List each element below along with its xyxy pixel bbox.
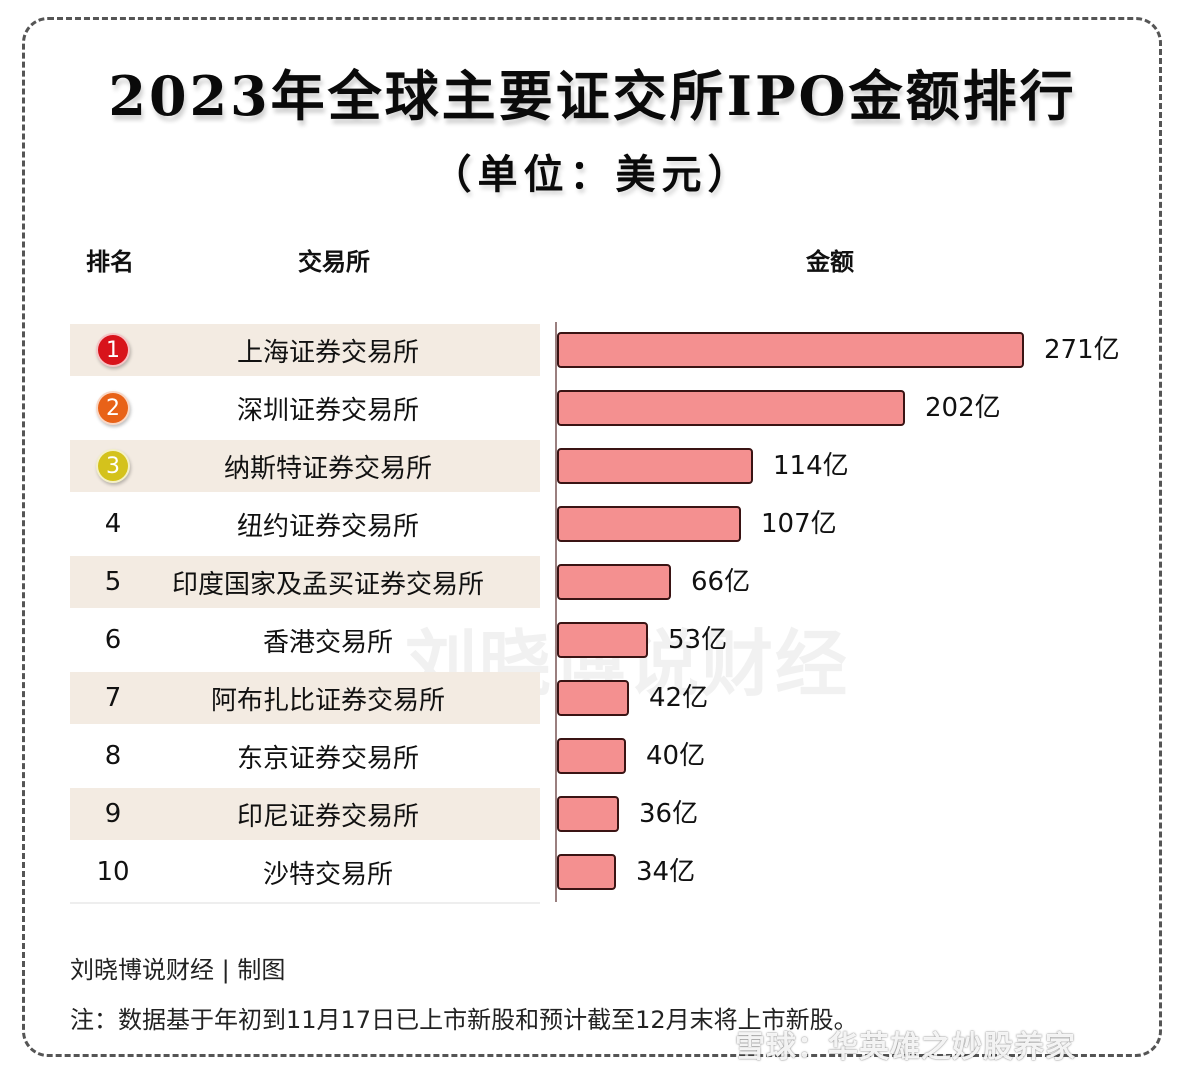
bar-value-label: 107亿 (761, 509, 837, 539)
exchange-name: 印度国家及孟买证券交易所 (171, 569, 484, 600)
bar-value-label: 34亿 (636, 857, 696, 887)
table-row: 10 沙特交易所 (70, 846, 540, 898)
table-row: 8 东京证券交易所 (70, 730, 540, 782)
exchange-name: 纽约证券交易所 (236, 511, 419, 542)
bar (557, 390, 905, 426)
rank-cell: 10 (92, 846, 134, 898)
chart-credit: 刘晓博说财经 | 制图 (70, 956, 286, 984)
table-row: 5 印度国家及孟买证券交易所 (70, 556, 540, 608)
table-bottom-divider (70, 902, 540, 904)
medal-badge-icon: 1 (96, 333, 130, 367)
rank-number: 9 (104, 799, 122, 829)
bar (557, 332, 1024, 368)
bar-value-label: 40亿 (646, 741, 706, 771)
exchange-name: 香港交易所 (262, 627, 393, 658)
rank-cell: 2 (92, 382, 134, 434)
bar (557, 680, 629, 716)
header-amount: 金额 (806, 248, 854, 276)
exchange-name: 沙特交易所 (262, 859, 393, 890)
exchange-name: 东京证券交易所 (236, 743, 419, 774)
header-exchange: 交易所 (298, 248, 370, 276)
rank-cell: 9 (92, 788, 134, 840)
rank-number: 8 (104, 741, 122, 771)
rank-cell: 7 (92, 672, 134, 724)
chart-title: 2023年全球主要证交所IPO金额排行 (108, 64, 1077, 128)
chart-subtitle: （单位：美元） (431, 151, 754, 198)
rank-number: 10 (96, 857, 130, 887)
table-row: 9 印尼证券交易所 (70, 788, 540, 840)
bar (557, 448, 753, 484)
table-row: 6 香港交易所 (70, 614, 540, 666)
bar-value-label: 202亿 (925, 393, 1001, 423)
medal-badge-icon: 3 (96, 449, 130, 483)
rank-cell: 5 (92, 556, 134, 608)
bar (557, 506, 741, 542)
bar-value-label: 53亿 (668, 625, 728, 655)
rank-cell: 1 (92, 324, 134, 376)
exchange-name: 印尼证券交易所 (236, 801, 419, 832)
rank-cell: 4 (92, 498, 134, 550)
table-row: 4 纽约证券交易所 (70, 498, 540, 550)
table-row: 1 上海证券交易所 (70, 324, 540, 376)
rank-number: 7 (104, 683, 122, 713)
rank-number: 4 (104, 509, 122, 539)
table-row: 3 纳斯特证券交易所 (70, 440, 540, 492)
exchange-name: 深圳证券交易所 (236, 395, 419, 426)
medal-badge-icon: 2 (96, 391, 130, 425)
bar-axis-line (555, 322, 557, 902)
bar-value-label: 36亿 (639, 799, 699, 829)
table-row: 2 深圳证券交易所 (70, 382, 540, 434)
exchange-name: 阿布扎比证券交易所 (210, 685, 445, 716)
bar (557, 796, 619, 832)
exchange-name: 上海证券交易所 (236, 337, 419, 368)
exchange-name: 纳斯特证券交易所 (223, 453, 432, 484)
bar-value-label: 66亿 (691, 567, 751, 597)
data-note: 注：数据基于年初到11月17日已上市新股和预计截至12月末将上市新股。 (70, 1006, 858, 1034)
bar (557, 738, 626, 774)
rank-cell: 6 (92, 614, 134, 666)
bar-value-label: 42亿 (649, 683, 709, 713)
bar-value-label: 271亿 (1044, 335, 1120, 365)
bar-value-label: 114亿 (773, 451, 849, 481)
dashed-frame (22, 17, 1162, 1057)
rank-cell: 8 (92, 730, 134, 782)
bar (557, 622, 648, 658)
platform-watermark: 雪球：华英雄之妙股养家 (735, 1030, 1076, 1065)
bar (557, 564, 671, 600)
rank-number: 5 (104, 567, 122, 597)
rank-cell: 3 (92, 440, 134, 492)
header-rank: 排名 (86, 248, 134, 276)
table-row: 7 阿布扎比证券交易所 (70, 672, 540, 724)
bar (557, 854, 616, 890)
rank-number: 6 (104, 625, 122, 655)
